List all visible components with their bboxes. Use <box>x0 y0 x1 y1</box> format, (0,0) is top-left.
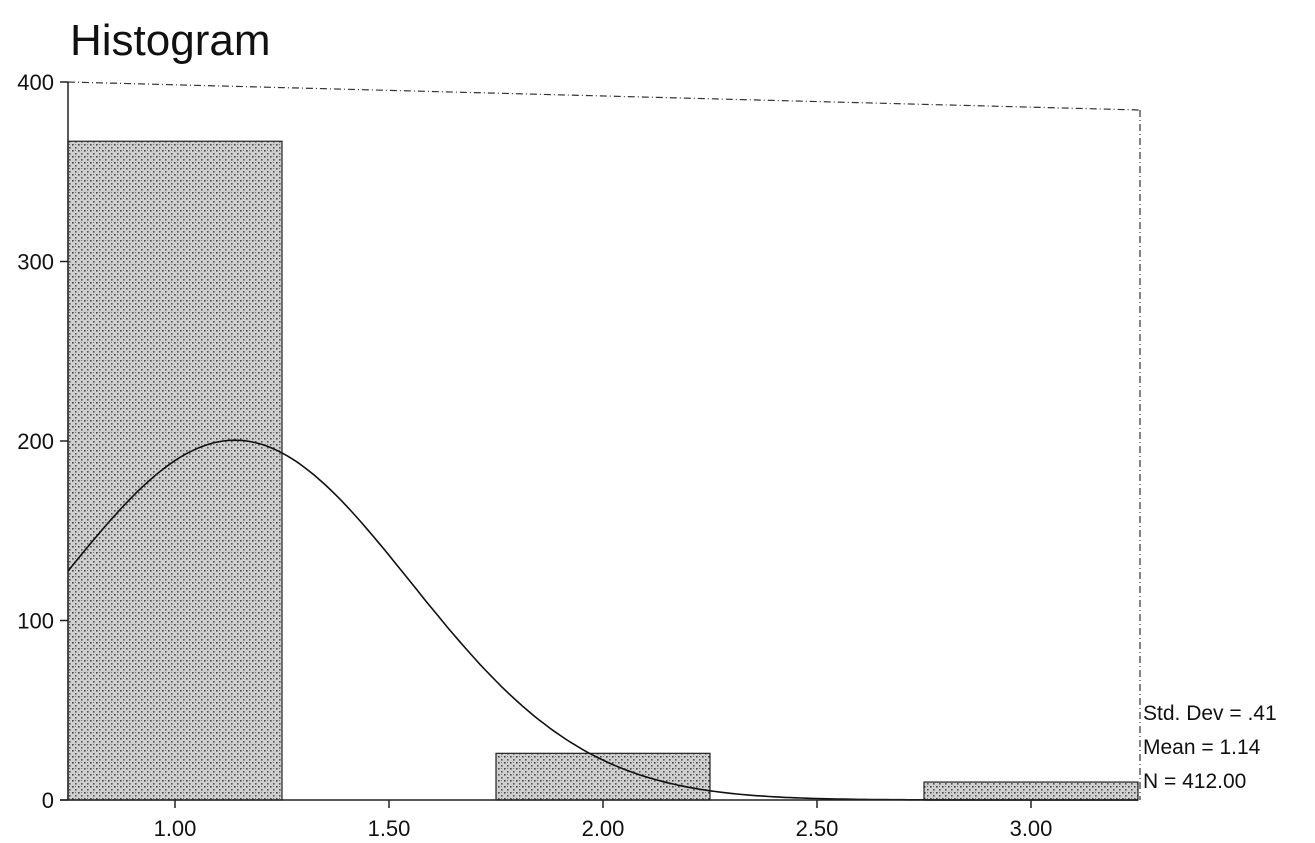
plot-frame <box>67 81 1141 800</box>
chart-title: Histogram <box>70 16 271 65</box>
std-dev-label: Std. Dev = .41 <box>1143 702 1277 725</box>
n-label: N = 412.00 <box>1143 770 1246 793</box>
y-tick-label: 0 <box>42 788 54 813</box>
y-tick-label: 100 <box>17 609 54 634</box>
x-tick-label: 2.00 <box>582 816 625 841</box>
x-axis-ticks: 1.00 1.50 2.00 2.50 3.00 <box>154 800 1053 841</box>
histogram-bars <box>67 140 1139 801</box>
y-tick-label: 200 <box>17 429 54 454</box>
x-tick-label: 1.00 <box>154 816 197 841</box>
mean-label: Mean = 1.14 <box>1143 736 1261 759</box>
x-tick-label: 2.50 <box>796 816 839 841</box>
y-axis-ticks: 0 100 200 300 400 <box>17 70 68 813</box>
y-tick-label: 400 <box>17 70 54 95</box>
histogram-bar-1 <box>67 140 283 801</box>
x-tick-label: 1.50 <box>368 816 411 841</box>
stats-box: Std. Dev = .41 Mean = 1.14 N = 412.00 <box>1143 702 1277 793</box>
frame-top <box>67 81 1141 111</box>
y-tick-label: 300 <box>17 250 54 275</box>
histogram-bar-3 <box>923 781 1139 801</box>
x-tick-label: 3.00 <box>1010 816 1053 841</box>
